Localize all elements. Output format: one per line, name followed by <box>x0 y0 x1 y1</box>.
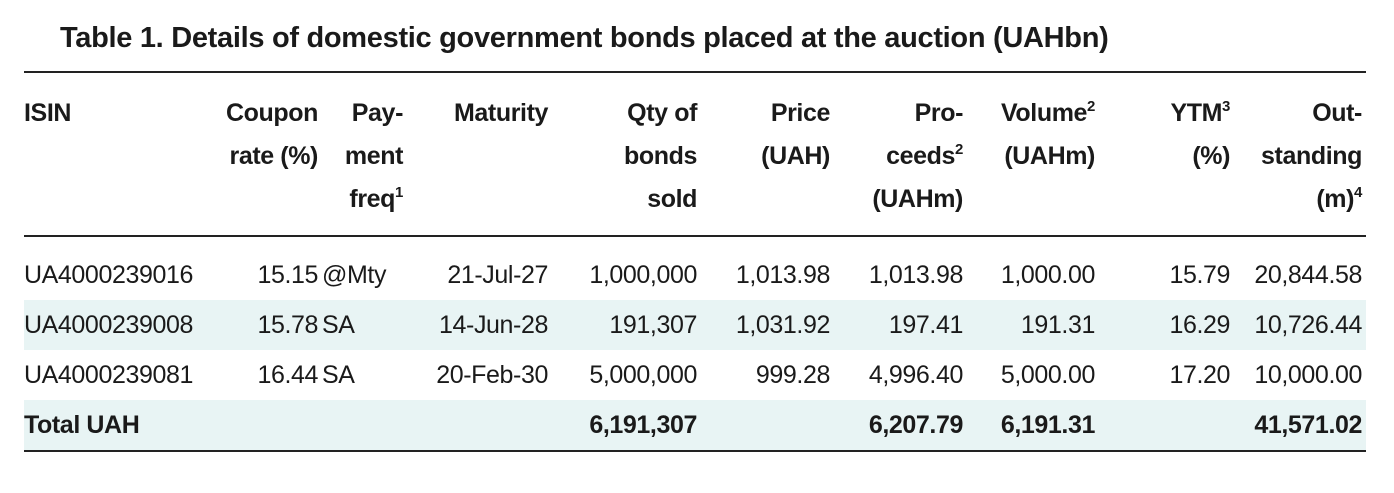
header-qty: Qty of bonds sold <box>624 99 697 213</box>
cell-coupon: 15.15 <box>257 261 318 289</box>
spacer-row <box>24 227 1366 250</box>
cell-maturity: 20-Feb-30 <box>436 361 548 389</box>
cell-ytm: 16.29 <box>1099 300 1234 350</box>
cell-maturity: 21-Jul-27 <box>447 261 548 289</box>
header-volume: Volume2 (UAHm) <box>1001 98 1095 170</box>
cell-price: 1,013.98 <box>735 261 831 289</box>
table-row: UA4000239081 16.44 SA 20-Feb-30 5,000,00… <box>24 350 1366 400</box>
total-outstanding: 41,571.02 <box>1234 400 1366 452</box>
cell-volume: 1,000.00 <box>1000 261 1096 289</box>
cell-qty: 191,307 <box>552 300 701 350</box>
header-maturity: Maturity <box>453 99 548 127</box>
cell-isin: UA4000239008 <box>24 300 214 350</box>
header-outstanding: Out-standing (m)4 <box>1261 99 1362 213</box>
cell-outstanding: 20,844.58 <box>1254 261 1362 289</box>
cell-qty: 1,000,000 <box>589 261 697 289</box>
total-empty <box>407 400 552 452</box>
cell-price: 1,031.92 <box>701 300 834 350</box>
total-empty <box>1099 400 1234 452</box>
cell-maturity: 14-Jun-28 <box>407 300 552 350</box>
cell-ytm: 17.20 <box>1169 361 1230 389</box>
header-ytm: YTM3 (%) <box>1170 98 1230 170</box>
cell-price: 999.28 <box>755 361 830 389</box>
header-rule <box>24 235 1366 237</box>
cell-outstanding: 10,726.44 <box>1234 300 1366 350</box>
cell-ytm: 15.79 <box>1169 261 1230 289</box>
header-price: Price (UAH) <box>761 99 830 170</box>
total-row: Total UAH 6,191,307 6,207.79 6,191.31 41… <box>24 400 1366 452</box>
cell-proceeds: 197.41 <box>834 300 967 350</box>
cell-coupon: 16.44 <box>257 361 318 389</box>
cell-coupon: 15.78 <box>214 300 322 350</box>
header-proceeds: Pro-ceeds2 (UAHm) <box>872 99 963 213</box>
cell-isin: UA4000239016 <box>24 261 193 289</box>
header-payment-freq: Pay-ment freq1 <box>344 99 404 213</box>
header-coupon: Coupon rate (%) <box>225 99 318 170</box>
table-row: UA4000239016 15.15 @Mty 21-Jul-27 1,000,… <box>24 250 1366 300</box>
cell-proceeds: 1,013.98 <box>868 261 964 289</box>
cell-isin: UA4000239081 <box>24 361 193 389</box>
cell-freq: @Mty <box>322 261 387 289</box>
header-row: ISIN Coupon rate (%) Pay-ment freq1 Maturi… <box>24 92 1366 227</box>
cell-volume: 5,000.00 <box>1000 361 1096 389</box>
header-isin: ISIN <box>24 99 72 127</box>
bonds-table: ISIN Coupon rate (%) Pay-ment freq1 Maturi… <box>24 92 1366 452</box>
cell-proceeds: 4,996.40 <box>868 361 964 389</box>
total-volume: 6,191.31 <box>967 400 1099 452</box>
cell-freq: SA <box>322 361 355 389</box>
cell-qty: 5,000,000 <box>589 361 697 389</box>
total-proceeds: 6,207.79 <box>834 400 967 452</box>
total-qty: 6,191,307 <box>552 400 701 452</box>
table-row: UA4000239008 15.78 SA 14-Jun-28 191,307 … <box>24 300 1366 350</box>
table-title: Table 1. Details of domestic government … <box>60 22 1109 54</box>
total-empty <box>701 400 834 452</box>
top-rule <box>24 71 1366 73</box>
cell-freq: SA <box>322 300 407 350</box>
cell-outstanding: 10,000.00 <box>1254 361 1362 389</box>
cell-volume: 191.31 <box>967 300 1099 350</box>
total-label: Total UAH <box>24 400 407 452</box>
